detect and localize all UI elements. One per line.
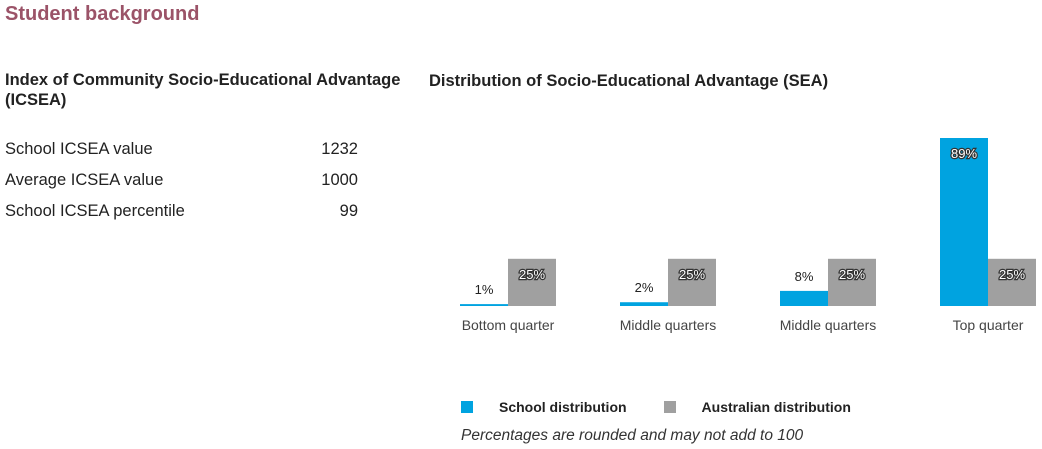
bar-australian-distribution-1 xyxy=(508,258,556,306)
bar-school-distribution-3 xyxy=(780,290,828,306)
category-label-2: Middle quarters xyxy=(620,317,717,333)
bar-school-distribution-1 xyxy=(460,304,508,306)
data-label-australian-distribution-2: 25% xyxy=(679,267,705,282)
chart-footnote: Percentages are rounded and may not add … xyxy=(461,427,804,444)
stat-row-school-icsea-value: School ICSEA value 1232 xyxy=(5,134,358,165)
stat-label: Average ICSEA value xyxy=(5,171,164,189)
chart-legend: School distribution Australian distribut… xyxy=(461,399,851,415)
legend-item-australian: Australian distribution xyxy=(663,399,851,415)
data-label-australian-distribution-1: 25% xyxy=(519,267,545,282)
icsea-panel: Index of Community Socio-Educational Adv… xyxy=(5,70,405,227)
stat-value: 1000 xyxy=(321,171,358,189)
legend-item-school: School distribution xyxy=(461,399,627,415)
bar-australian-distribution-3 xyxy=(828,258,876,306)
legend-swatch-australian xyxy=(663,401,676,413)
data-label-school-distribution-1: 1% xyxy=(475,282,494,297)
icsea-heading: Index of Community Socio-Educational Adv… xyxy=(5,71,401,109)
data-label-school-distribution-4: 89% xyxy=(951,146,977,161)
stat-label: School ICSEA value xyxy=(5,140,153,158)
data-label-school-distribution-2: 2% xyxy=(635,280,654,295)
section-title: Student background xyxy=(5,3,200,25)
stat-label: School ICSEA percentile xyxy=(5,202,185,220)
legend-label-australian: Australian distribution xyxy=(701,399,851,415)
data-label-australian-distribution-3: 25% xyxy=(839,267,865,282)
legend-swatch-school xyxy=(461,401,473,413)
category-label-4: Top quarter xyxy=(953,317,1024,333)
stat-value: 99 xyxy=(339,202,358,220)
sea-chart-heading: Distribution of Socio-Educational Advant… xyxy=(429,72,829,90)
data-label-australian-distribution-4: 25% xyxy=(999,267,1025,282)
bar-australian-distribution-2 xyxy=(668,258,716,306)
stat-value: 1232 xyxy=(321,140,358,158)
bar-australian-distribution-4 xyxy=(988,258,1036,306)
bar-school-distribution-4 xyxy=(940,138,988,306)
data-label-school-distribution-3: 8% xyxy=(795,269,814,284)
legend-label-school: School distribution xyxy=(499,399,627,415)
stat-row-school-icsea-percentile: School ICSEA percentile 99 xyxy=(5,196,358,227)
sea-bar-chart: 1% 25% Bottom quarter 2% 25% Middle quarters 8… xyxy=(460,138,1036,333)
stat-row-average-icsea-value: Average ICSEA value 1000 xyxy=(5,165,358,196)
category-label-1: Bottom quarter xyxy=(462,317,555,333)
icsea-stats: School ICSEA value 1232 Average ICSEA va… xyxy=(5,134,405,227)
bar-school-distribution-2 xyxy=(620,302,668,306)
category-label-3: Middle quarters xyxy=(780,317,877,333)
